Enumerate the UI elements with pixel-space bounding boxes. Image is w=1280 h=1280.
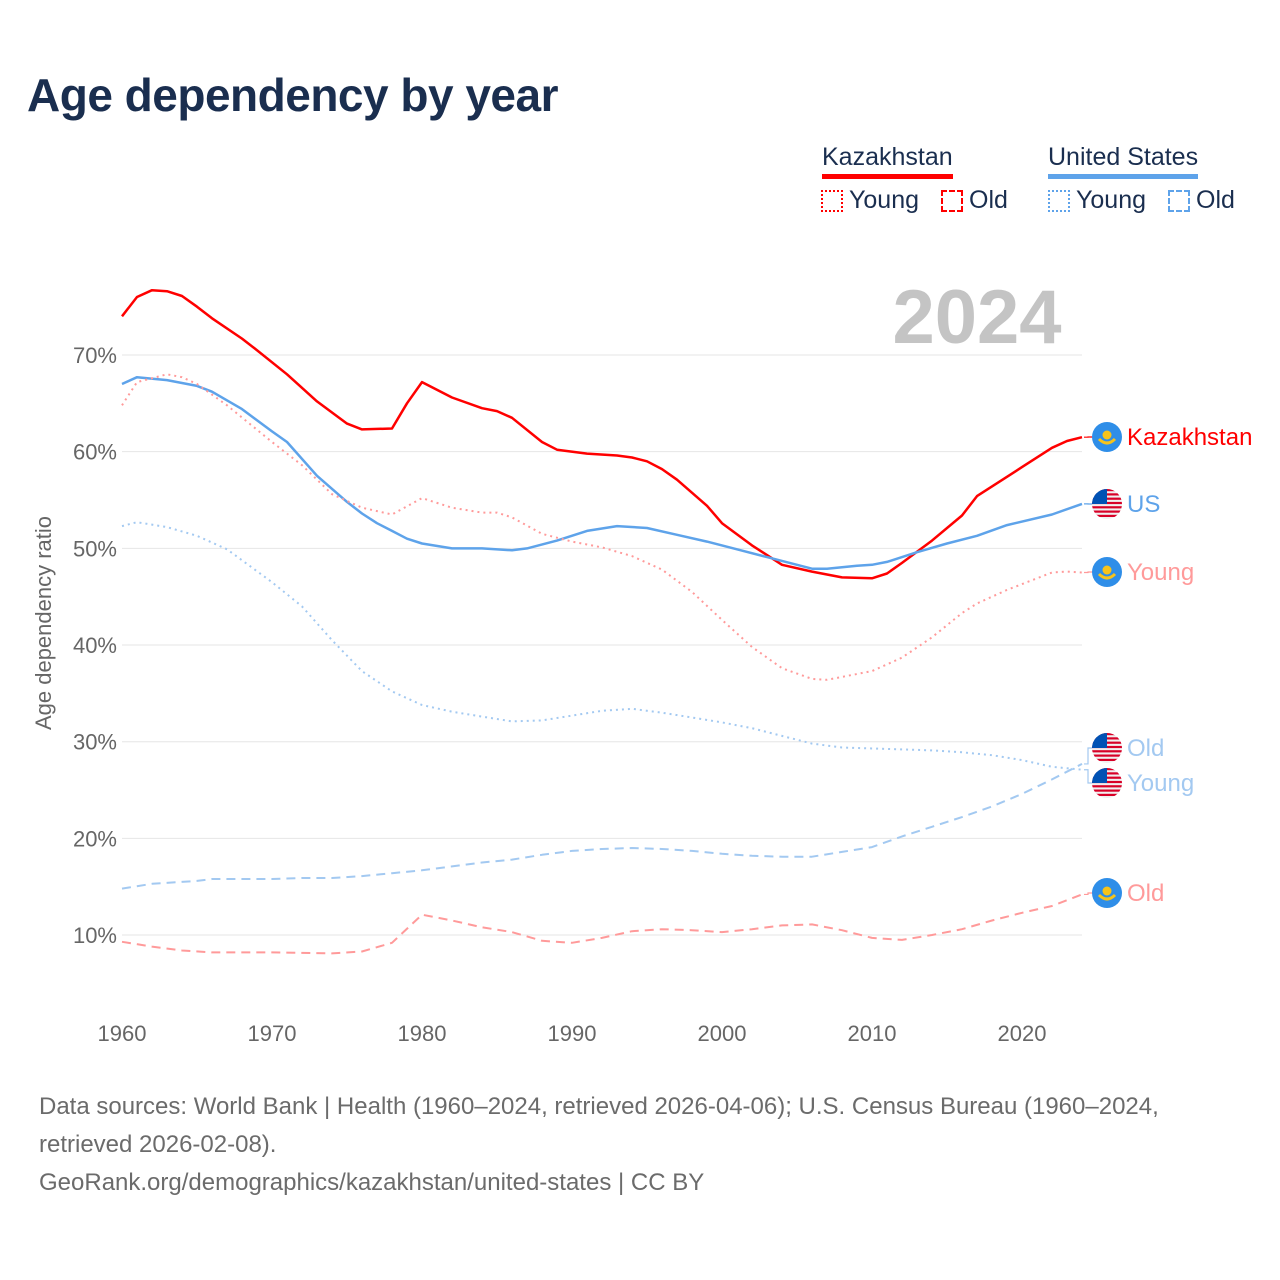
series-line-kazakhstan-old xyxy=(121,893,1083,955)
x-tick-label: 2000 xyxy=(698,1021,747,1046)
dashed-swatch-icon xyxy=(1168,189,1190,212)
dotted-swatch-icon xyxy=(1048,189,1070,212)
flag-stripe xyxy=(1092,789,1122,792)
series-line-us-old xyxy=(121,763,1083,890)
y-tick-label: 50% xyxy=(73,536,117,561)
legend-united-states: United States xyxy=(1048,143,1199,179)
legend-kazakhstan: Kazakhstan xyxy=(822,143,953,179)
eagle-icon xyxy=(1097,893,1117,901)
legend-label: Young xyxy=(849,186,919,214)
sun-icon xyxy=(1102,886,1112,896)
flag-canton xyxy=(1092,733,1107,748)
connector-line xyxy=(1084,769,1094,784)
end-label-us: US xyxy=(1084,489,1160,519)
us-flag-icon xyxy=(1092,768,1122,798)
connector-line xyxy=(1084,892,1094,896)
flag-stripe xyxy=(1092,506,1122,509)
y-tick-label: 20% xyxy=(73,826,117,851)
y-tick-label: 70% xyxy=(73,343,117,368)
y-axis-label: Age dependency ratio xyxy=(31,516,56,730)
line-chart: 2024 10% 20% 30% 40% 50% 60% 70% 1960 1970 1980 19… xyxy=(31,275,1252,1046)
footer: Data sources: World Bank | Health (1960–… xyxy=(39,1088,1249,1202)
x-tick-label: 2010 xyxy=(848,1021,897,1046)
flag-canton xyxy=(1092,489,1107,504)
source-link[interactable]: GeoRank.org/demographics/kazakhstan/unit… xyxy=(39,1169,705,1196)
series-line-kazakhstan-young xyxy=(121,373,1083,681)
end-label-text: Young xyxy=(1127,559,1194,586)
x-tick-label: 2020 xyxy=(998,1021,1047,1046)
eagle-icon xyxy=(1097,437,1117,445)
flag-stripe xyxy=(1092,793,1122,796)
y-tick-label: 10% xyxy=(73,923,117,948)
year-watermark: 2024 xyxy=(892,275,1061,360)
chart-title: Age dependency by year xyxy=(27,69,558,121)
legend-label: Young xyxy=(1076,186,1146,214)
flag-stripe xyxy=(1092,758,1122,761)
flag-stripe xyxy=(1092,754,1122,757)
connector-line xyxy=(1084,571,1094,574)
end-label-text: Old xyxy=(1127,880,1164,907)
dotted-swatch-icon xyxy=(821,189,843,212)
dashed-swatch-icon xyxy=(941,189,963,212)
end-label-us-old: Old xyxy=(1084,733,1164,765)
x-tick-label: 1960 xyxy=(98,1021,147,1046)
flag-stripe xyxy=(1092,514,1122,517)
x-tick-label: 1990 xyxy=(548,1021,597,1046)
series-line-kazakhstan xyxy=(121,288,1083,580)
legend-label: Old xyxy=(969,186,1008,214)
x-tick-label: 1970 xyxy=(248,1021,297,1046)
flag-stripe xyxy=(1092,510,1122,513)
y-tick-label: 40% xyxy=(73,633,117,658)
y-tick-label: 60% xyxy=(73,440,117,465)
us-flag-icon xyxy=(1092,733,1122,763)
end-label-text: Old xyxy=(1127,735,1164,762)
end-label-kazakhstan-young: Young xyxy=(1084,557,1194,587)
sun-icon xyxy=(1102,565,1112,575)
end-label-text: Young xyxy=(1127,770,1194,797)
sun-icon xyxy=(1102,430,1112,440)
eagle-icon xyxy=(1097,572,1117,580)
end-label-kazakhstan-old: Old xyxy=(1084,878,1164,908)
us-flag-icon xyxy=(1092,489,1122,519)
y-tick-label: 30% xyxy=(73,730,117,755)
legend-us-young: Young xyxy=(1048,186,1146,215)
end-label-text: US xyxy=(1127,491,1160,518)
legend-label: Old xyxy=(1196,186,1235,214)
legend-kazakhstan-young: Young xyxy=(821,186,919,215)
end-label-text: Kazakhstan xyxy=(1127,424,1252,451)
flag-canton xyxy=(1092,768,1107,783)
connector-line xyxy=(1084,747,1094,765)
legend-kazakhstan-old: Old xyxy=(941,186,1008,215)
flag-stripe xyxy=(1092,750,1122,753)
end-label-kazakhstan: Kazakhstan xyxy=(1084,422,1252,452)
series-line-us-young xyxy=(121,521,1083,771)
end-label-us-young: Young xyxy=(1084,768,1194,798)
series-line-us xyxy=(121,375,1083,570)
flag-stripe xyxy=(1092,785,1122,788)
legend-us-old: Old xyxy=(1168,186,1235,215)
x-tick-label: 1980 xyxy=(398,1021,447,1046)
data-sources: Data sources: World Bank | Health (1960–… xyxy=(39,1093,1159,1158)
